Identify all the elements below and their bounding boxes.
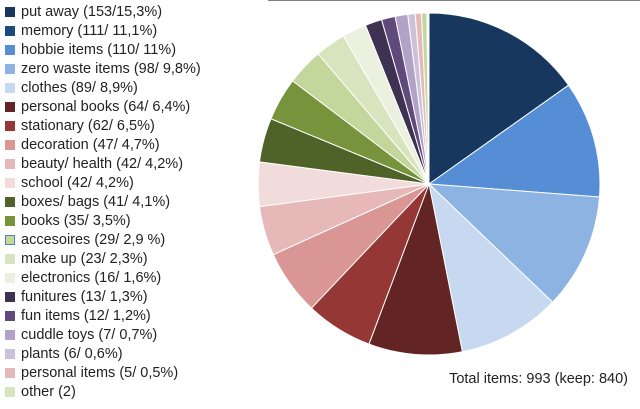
legend-label: personal books (64/ 6,4%) [21,98,191,115]
legend-label: accesoires (29/ 2,9 %) [21,232,166,249]
legend-swatch [5,292,15,303]
legend-item: stationary (62/ 6,5%) [5,116,267,135]
legend-swatch [5,139,15,150]
legend-label: boxes/ bags (41/ 4,1%) [21,193,171,210]
legend-item: decoration (47/ 4,7%) [5,135,267,154]
legend-label: clothes (89/ 8,9%) [21,79,138,96]
legend-label: stationary (62/ 6,5%) [21,117,155,134]
legend-item: funitures (13/ 1,3%) [5,288,267,307]
legend-swatch [5,387,15,398]
legend-swatch [5,196,15,207]
legend-swatch [5,158,15,169]
legend-item: fun items (12/ 1,2%) [5,307,267,326]
legend-swatch [5,177,15,188]
legend-item: memory (111/ 11,1%) [5,21,267,40]
legend-swatch [5,273,15,284]
pie-slice [428,182,554,353]
legend-item: accesoires (29/ 2,9 %) [5,231,267,250]
legend-swatch [5,82,15,93]
legend-label: decoration (47/ 4,7%) [21,136,160,153]
legend-item: clothes (89/ 8,9%) [5,78,267,97]
pie-slice [427,183,601,303]
legend-swatch [5,368,15,379]
legend-item: hobbie items (110/ 11%) [5,40,267,59]
legend-swatch [5,216,15,227]
legend-item: personal books (64/ 6,4%) [5,97,267,116]
legend-label: memory (111/ 11,1%) [21,22,158,39]
legend-label: personal items (5/ 0,5%) [21,365,179,382]
legend-label: funitures (13/ 1,3%) [21,289,148,306]
legend-swatch [5,44,15,55]
legend-label: cuddle toys (7/ 0,7%) [21,327,158,344]
legend-swatch [5,235,15,246]
legend-item: electronics (16/ 1,6%) [5,269,267,288]
legend-item: put away (153/15,3%) [5,2,267,21]
legend-swatch [5,311,15,322]
legend-label: beauty/ health (42/ 4,2%) [21,155,184,172]
legend-label: fun items (12/ 1,2%) [21,308,151,325]
legend-swatch [5,120,15,131]
legend-item: make up (23/ 2,3%) [5,250,267,269]
pie-slice [428,12,570,185]
pie-slice [368,182,463,356]
pie-slice [426,12,430,185]
legend-item: boxes/ bags (41/ 4,1%) [5,192,267,211]
legend-item: zero waste items (98/ 9,8%) [5,59,267,78]
legend-label: school (42/ 4,2%) [21,174,134,191]
legend-item: cuddle toys (7/ 0,7%) [5,326,267,345]
pie-slice [427,84,601,198]
chart-legend: put away (153/15,3%) memory (111/ 11,1%) h… [5,2,267,402]
legend-label: zero waste items (98/ 9,8%) [21,60,201,77]
legend-item: personal items (5/ 0,5%) [5,364,267,383]
legend-item: books (35/ 3,5%) [5,212,267,231]
legend-item: beauty/ health (42/ 4,2%) [5,154,267,173]
legend-swatch [5,330,15,341]
legend-swatch [5,101,15,112]
legend-label: hobbie items (110/ 11%) [21,41,177,58]
legend-swatch [5,63,15,74]
legend-swatch [5,25,15,36]
total-items-label: Total items: 993 (keep: 840) [449,371,628,387]
legend-item: school (42/ 4,2%) [5,173,267,192]
legend-label: plants (6/ 0,6%) [21,346,123,363]
legend-label: other (2) [21,384,76,401]
legend-swatch [5,349,15,360]
legend-label: make up (23/ 2,3%) [21,251,148,268]
top-border-line [268,0,640,1]
legend-item: other (2) [5,383,267,402]
legend-swatch [5,254,15,265]
legend-label: electronics (16/ 1,6%) [21,270,162,287]
legend-label: books (35/ 3,5%) [21,213,131,230]
pie-chart [257,12,601,356]
legend-swatch [5,6,15,17]
legend-item: plants (6/ 0,6%) [5,345,267,364]
legend-label: put away (153/15,3%) [21,3,163,20]
